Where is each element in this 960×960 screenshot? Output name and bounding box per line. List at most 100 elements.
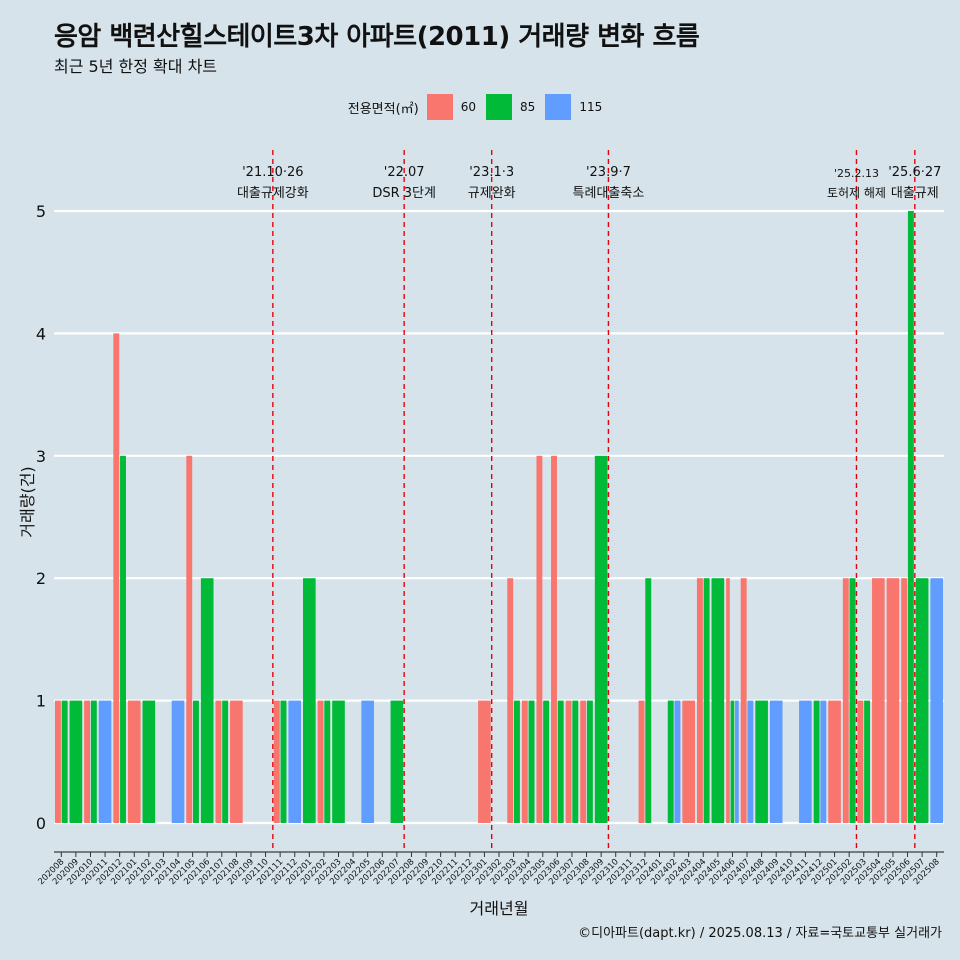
- bar-85-202111: [280, 700, 287, 823]
- bar-85-202207: [390, 700, 404, 823]
- event-name-label: 규제완화: [468, 186, 516, 201]
- bar-85-202012: [120, 455, 126, 823]
- bar-85-202304: [528, 700, 535, 823]
- bar-115-202402: [674, 700, 681, 823]
- bar-60-202111: [273, 700, 280, 823]
- bar-85-202506: [907, 211, 914, 823]
- bar-60-202301: [478, 700, 491, 823]
- event-name-label: 특례대출축소: [573, 186, 645, 201]
- bar-60-202305: [536, 455, 543, 823]
- event-date-label: '25.6·27: [888, 165, 941, 180]
- y-tick-label: 4: [36, 324, 46, 343]
- bar-60-202304: [521, 700, 528, 823]
- event-date-label: '23.1·3: [469, 165, 514, 180]
- legend-item-60: 60: [426, 94, 480, 120]
- y-tick-label: 0: [36, 814, 46, 833]
- bar-115-202407: [747, 700, 754, 823]
- bar-85-202507: [915, 578, 929, 823]
- bar-115-202409: [769, 700, 783, 823]
- x-axis-title: 거래년월: [470, 899, 529, 918]
- y-tick-label: 2: [36, 569, 46, 588]
- bar-85-202010: [90, 700, 97, 823]
- bar-115-202508: [930, 578, 944, 823]
- legend-swatch-60: [426, 94, 453, 120]
- bar-85-202303: [513, 700, 520, 823]
- bar-85-202105: [193, 700, 199, 823]
- bar-85-202102: [142, 700, 156, 823]
- bar-60-202108: [230, 700, 243, 823]
- source-caption: ©디아파트(dapt.kr) / 2025.08.13 / 자료=국토교통부 실…: [578, 926, 942, 941]
- bar-60-202012: [113, 333, 120, 823]
- bar-60-202306: [551, 455, 557, 823]
- legend: 전용면적(㎡) 60 85 115: [0, 92, 960, 122]
- event-name-label: 토허제 해제: [827, 186, 886, 200]
- legend-title: 전용면적(㎡): [347, 101, 419, 117]
- bar-85-202306: [557, 700, 564, 823]
- bar-85-202309: [594, 455, 608, 823]
- bar-60-202008: [54, 700, 61, 823]
- bar-60-202503: [857, 700, 864, 823]
- bar-60-202307: [565, 700, 572, 823]
- event-date-label: '23.9·7: [586, 165, 631, 180]
- bar-85-202106: [200, 578, 214, 823]
- bar-60-202505: [886, 578, 900, 823]
- legend-label-60: 60: [460, 100, 477, 114]
- bar-85-202312: [645, 578, 652, 823]
- y-tick-label: 5: [36, 202, 46, 221]
- bar-115-202205: [361, 700, 374, 823]
- bar-60-202105: [186, 455, 193, 823]
- bar-85-202308: [586, 700, 593, 823]
- legend-swatch-115: [545, 94, 572, 120]
- bar-115-202411: [799, 700, 812, 823]
- event-date-label: '21.10·26: [242, 165, 303, 180]
- bar-85-202402: [667, 700, 674, 823]
- event-date-label: '22.07: [384, 165, 425, 180]
- bar-85-202203: [332, 700, 345, 823]
- chart-subtitle: 최근 5년 한정 확대 차트: [54, 57, 218, 76]
- bar-85-202009: [69, 700, 83, 823]
- bar-85-202201: [303, 578, 316, 823]
- bar-85-202408: [755, 700, 768, 823]
- y-tick-label: 3: [36, 447, 46, 466]
- bar-60-202501: [828, 700, 841, 823]
- bar-115-202412: [820, 700, 827, 823]
- bar-60-202403: [682, 700, 695, 823]
- legend-item-115: 115: [545, 94, 606, 120]
- bar-85-202107: [222, 700, 229, 823]
- bar-60-202504: [872, 578, 885, 823]
- legend-label-115: 115: [579, 100, 603, 114]
- bar-115-202104: [171, 700, 185, 823]
- bar-85-202202: [324, 700, 331, 823]
- bar-85-202307: [572, 700, 579, 823]
- bar-85-202503: [864, 700, 871, 823]
- y-axis-title: 거래량(건): [18, 466, 37, 537]
- bar-60-202010: [84, 700, 91, 823]
- bar-85-202404: [703, 578, 710, 823]
- bar-115-202406: [735, 700, 739, 823]
- legend-item-85: 85: [486, 94, 539, 120]
- bar-60-202502: [842, 578, 849, 823]
- bar-60-202506: [901, 578, 908, 823]
- legend-swatch-85: [486, 94, 513, 120]
- bar-60-202404: [696, 578, 703, 823]
- bar-60-202312: [638, 700, 645, 823]
- bar-85-202502: [849, 578, 856, 823]
- bar-60-202303: [507, 578, 514, 823]
- bar-85-202412: [813, 700, 820, 823]
- bar-85-202305: [543, 700, 550, 823]
- bar-115-202011: [98, 700, 112, 823]
- event-name-label: DSR 3단계: [372, 186, 436, 201]
- bar-60-202406: [726, 578, 730, 823]
- bar-60-202202: [317, 700, 324, 823]
- legend-label-85: 85: [520, 100, 536, 114]
- bar-85-202405: [711, 578, 725, 823]
- bar-60-202308: [580, 700, 587, 823]
- chart-title: 응암 백련산힐스테이트3차 아파트(2011) 거래량 변화 흐름: [54, 22, 700, 52]
- event-date-label: '25.2.13: [834, 167, 879, 180]
- bar-60-202101: [127, 700, 141, 823]
- bar-60-202107: [215, 700, 222, 823]
- event-name-label: 대출규제: [891, 186, 939, 201]
- bar-115-202112: [288, 700, 302, 823]
- bar-85-202406: [730, 700, 735, 823]
